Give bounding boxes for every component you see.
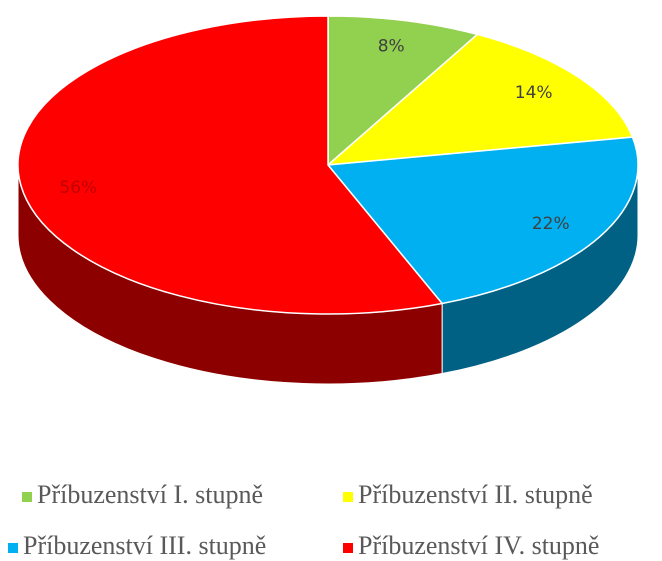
data-label: 8% xyxy=(378,37,405,57)
data-label: 14% xyxy=(515,83,553,103)
pie-slice xyxy=(17,15,444,315)
data-label: 56% xyxy=(59,178,97,198)
legend-label: Příbuzenství III. stupně xyxy=(23,531,266,560)
legend-label: Příbuzenství I. stupně xyxy=(37,480,263,509)
legend-label: Příbuzenství IV. stupně xyxy=(358,531,599,560)
pie-slice xyxy=(325,33,634,166)
pie-slice xyxy=(327,15,479,167)
legend-swatch xyxy=(22,492,32,502)
pie-slice xyxy=(326,136,639,305)
legend-label: Příbuzenství II. stupně xyxy=(358,480,593,509)
legend-swatch xyxy=(343,492,353,502)
legend-swatch xyxy=(343,543,353,553)
data-label: 22% xyxy=(532,214,570,234)
legend-swatch xyxy=(8,543,18,553)
